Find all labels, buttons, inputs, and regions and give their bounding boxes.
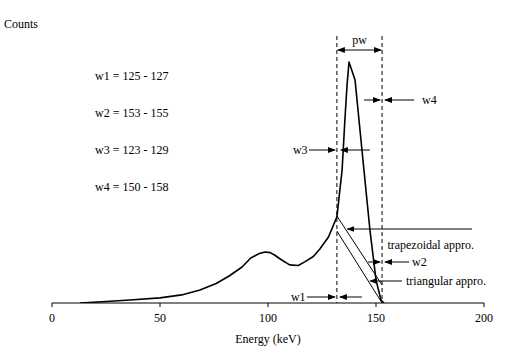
- w2-arrow: [385, 262, 409, 263]
- x-tick-label: 200: [475, 311, 493, 325]
- x-tick: [376, 303, 377, 307]
- window-label: w2 = 153 - 155: [95, 106, 168, 120]
- series-group: [80, 62, 384, 303]
- window-label: w1 = 125 - 127: [95, 69, 168, 83]
- window-label: w4 = 150 - 158: [95, 180, 168, 194]
- x-tick-label: 100: [259, 311, 277, 325]
- w1-arrow: [307, 297, 335, 298]
- x-tick: [268, 303, 269, 307]
- window-line: [336, 36, 337, 303]
- approximation-line: [337, 216, 382, 285]
- x-tick: [160, 303, 161, 307]
- annotation: w2: [412, 255, 427, 269]
- x-axis-label: Energy (keV): [235, 332, 300, 346]
- spectrum-line: [80, 62, 384, 303]
- x-tick: [52, 303, 53, 307]
- pw-arrow: [338, 50, 381, 51]
- annotation: trapezoidal appro.: [387, 238, 474, 252]
- annotation: triangular appro.: [406, 274, 486, 288]
- x-tick-label: 0: [49, 311, 55, 325]
- x-tick-label: 150: [367, 311, 385, 325]
- window-line: [382, 36, 383, 303]
- w1-arrow: [340, 297, 362, 298]
- trapezoidal-arrow: [347, 229, 472, 230]
- window-label: w3 = 123 - 129: [95, 143, 168, 157]
- w2-arrow: [368, 262, 380, 263]
- annotation: w4: [422, 93, 437, 107]
- w4-arrow: [364, 100, 380, 101]
- w3-arrow: [309, 150, 335, 151]
- w3-arrow: [341, 150, 370, 151]
- y-axis-label: Counts: [4, 17, 38, 31]
- annotation: pw: [352, 33, 367, 47]
- annotation: w3: [293, 143, 308, 157]
- chart: 0 50 100 150 200 Energy (keV) Counts w1 = 125 -…: [0, 0, 509, 349]
- approximation-line: [337, 231, 382, 303]
- chart-root: 0 50 100 150 200 Energy (keV) Counts w1 = 125 -…: [0, 0, 509, 349]
- w4-arrow: [385, 100, 414, 101]
- x-tick-label: 50: [154, 311, 166, 325]
- annotation: w1: [291, 290, 306, 304]
- triangular-arrow: [370, 281, 402, 282]
- x-tick: [484, 303, 485, 307]
